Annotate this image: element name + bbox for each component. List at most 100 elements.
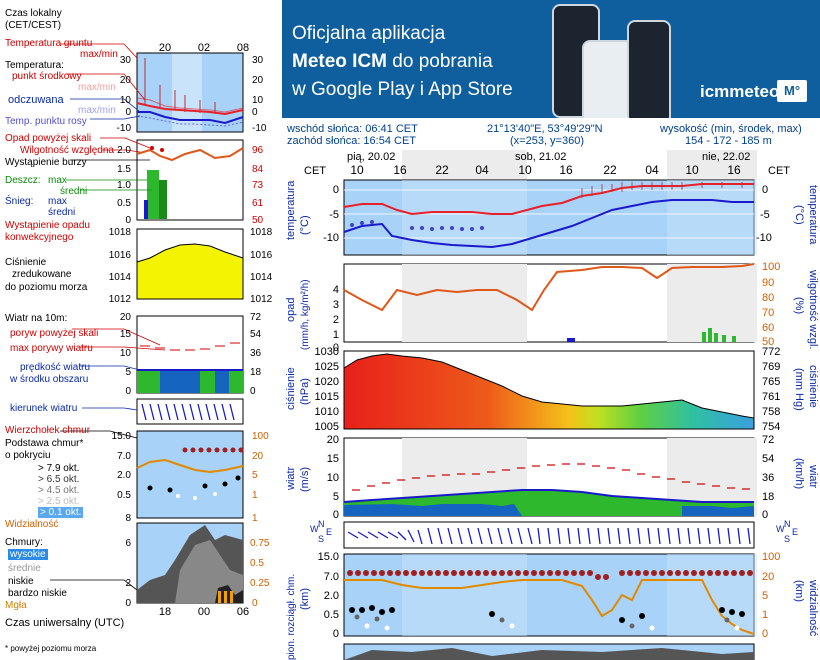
cet-label-right: CET bbox=[768, 165, 790, 177]
app-banner[interactable]: Oficjalna aplikacja Meteo ICM do pobrani… bbox=[282, 0, 820, 118]
tick-label: 100 bbox=[762, 261, 780, 273]
altitude-values: 154 - 172 - 185 m bbox=[685, 135, 772, 147]
tick-label: 0.5 bbox=[324, 609, 339, 621]
tick-label: 1016 bbox=[109, 250, 132, 261]
tick-label: 20 bbox=[120, 75, 132, 86]
okt-25-label: > 2.5 okt. bbox=[38, 496, 80, 507]
tick-label: 20 bbox=[762, 571, 774, 583]
feels-like-label: odczuwana bbox=[8, 94, 64, 106]
axis-label: wilgotność wzgl. bbox=[807, 269, 819, 349]
rain-avg-label: średni bbox=[60, 186, 88, 197]
precip-occurrence-label-2: konwekcyjnego bbox=[5, 232, 74, 243]
low-clouds-label: niskie bbox=[8, 576, 34, 587]
hour-label: 00 bbox=[198, 606, 210, 618]
high-clouds-text: wysokie bbox=[8, 549, 48, 560]
hour-label: 04 bbox=[475, 163, 489, 177]
tick-label: -10 bbox=[756, 232, 772, 244]
tick-label: 20 bbox=[120, 312, 132, 323]
tick-label: 50 bbox=[252, 215, 264, 226]
okt-45-label: > 4.5 okt. bbox=[38, 485, 80, 496]
tick-label: 1020 bbox=[315, 376, 339, 388]
tick-label: 2 bbox=[125, 578, 131, 589]
tick-label: 0 bbox=[333, 184, 339, 196]
svg-text:N: N bbox=[318, 519, 325, 529]
axis-label: wiatr bbox=[285, 466, 297, 491]
rain-label: Deszcz: bbox=[5, 175, 41, 186]
tick-label: 30 bbox=[120, 55, 132, 66]
axis-label: (mm Hg) bbox=[793, 368, 805, 411]
tick-label: 18 bbox=[250, 367, 262, 378]
tick-label: 1014 bbox=[109, 272, 132, 283]
tick-label: 73 bbox=[252, 180, 264, 191]
tick-label: 0 bbox=[125, 215, 131, 226]
tick-label: 100 bbox=[252, 431, 269, 442]
hour-label: 08 bbox=[237, 42, 249, 54]
tick-label: 5 bbox=[125, 367, 131, 378]
tick-label: 769 bbox=[762, 361, 780, 373]
snow-avg-label: średni bbox=[48, 207, 76, 218]
tick-label: 15 bbox=[327, 453, 339, 465]
sunset-text: zachód słońca: 16:54 CET bbox=[287, 135, 417, 147]
tick-label: 10 bbox=[327, 472, 339, 484]
axis-label: (hPa) bbox=[299, 378, 311, 405]
tick-label: 0 bbox=[250, 386, 256, 397]
very-low-clouds-label: bardzo niskie bbox=[8, 588, 67, 599]
axis-label: widzialność bbox=[807, 579, 819, 637]
tick-label: -5 bbox=[329, 209, 339, 221]
tick-label: 0.5 bbox=[117, 490, 131, 501]
tick-label: 30 bbox=[252, 55, 264, 66]
ground-temp-range: max/min bbox=[80, 49, 118, 60]
pressure-label-2: zredukowane bbox=[12, 269, 72, 280]
axis-label: (km) bbox=[299, 588, 311, 610]
precip-above-label: Opad powyżej skali bbox=[5, 133, 92, 144]
tick-label: 5 bbox=[252, 470, 258, 481]
grid-text: (x=253, y=360) bbox=[510, 135, 584, 147]
tick-label: 36 bbox=[250, 348, 262, 359]
temperature-label: Temperatura: bbox=[5, 60, 64, 71]
tick-label: 0 bbox=[125, 386, 131, 397]
axis-label: temperatura bbox=[807, 185, 819, 245]
tick-label: 0.5 bbox=[250, 558, 264, 569]
tick-label: 2.0 bbox=[117, 145, 131, 156]
tick-label: 765 bbox=[762, 376, 780, 388]
banner-text: Oficjalna aplikacja Meteo ICM do pobrani… bbox=[292, 20, 513, 104]
tick-label: 5 bbox=[762, 590, 768, 602]
axis-label: (%) bbox=[793, 297, 805, 314]
tick-label: 0 bbox=[333, 342, 339, 354]
okt-79-label: > 7.9 okt. bbox=[38, 463, 80, 474]
axis-label: (km) bbox=[793, 580, 805, 602]
banner-line-2: Meteo ICM do pobrania bbox=[292, 48, 513, 76]
tick-label: 54 bbox=[250, 329, 262, 340]
feels-range-label: max/min bbox=[78, 105, 116, 116]
tick-label: 72 bbox=[250, 312, 262, 323]
tick-label: 5 bbox=[333, 491, 339, 503]
max-gusts-label: max porywy wiatru bbox=[10, 343, 93, 354]
visibility-label: Widzialność bbox=[5, 519, 59, 530]
banner-line-2-rest: do pobrania bbox=[392, 51, 493, 72]
hour-label: 22 bbox=[603, 163, 617, 177]
hour-label: 16 bbox=[393, 163, 407, 177]
svg-text:W: W bbox=[310, 524, 319, 534]
day-label: nie, 22.02 bbox=[702, 151, 750, 163]
tick-label: 20 bbox=[252, 75, 264, 86]
banner-line-1: Oficjalna aplikacja bbox=[292, 23, 446, 44]
tick-label: 6 bbox=[125, 538, 131, 549]
rel-humidity-label: Wilgotność względna bbox=[20, 145, 114, 156]
tick-label: 100 bbox=[762, 551, 780, 563]
gusts-above-label: poryw powyżej skali bbox=[10, 328, 99, 339]
tick-label: 84 bbox=[252, 164, 264, 175]
pressure-label-3: do poziomu morza bbox=[5, 282, 88, 293]
svg-text:E: E bbox=[792, 527, 798, 537]
svg-text:E: E bbox=[326, 527, 332, 537]
ground-temp-label: Temperatura gruntu bbox=[5, 38, 93, 49]
tick-label: 0 bbox=[333, 509, 339, 521]
pressure-label: Ciśnienie bbox=[5, 257, 47, 268]
hour-label: 10 bbox=[518, 163, 532, 177]
icmmeteo-logo-box: M° bbox=[777, 80, 807, 102]
cet-label-left: CET bbox=[304, 165, 326, 177]
tick-label: 1018 bbox=[109, 227, 132, 238]
hour-label: 10 bbox=[350, 163, 364, 177]
mid-point-label: punkt środkowy bbox=[12, 71, 82, 82]
axis-label: opad bbox=[285, 298, 297, 322]
axis-label: (mm/h, kg/m²/h) bbox=[300, 279, 311, 350]
